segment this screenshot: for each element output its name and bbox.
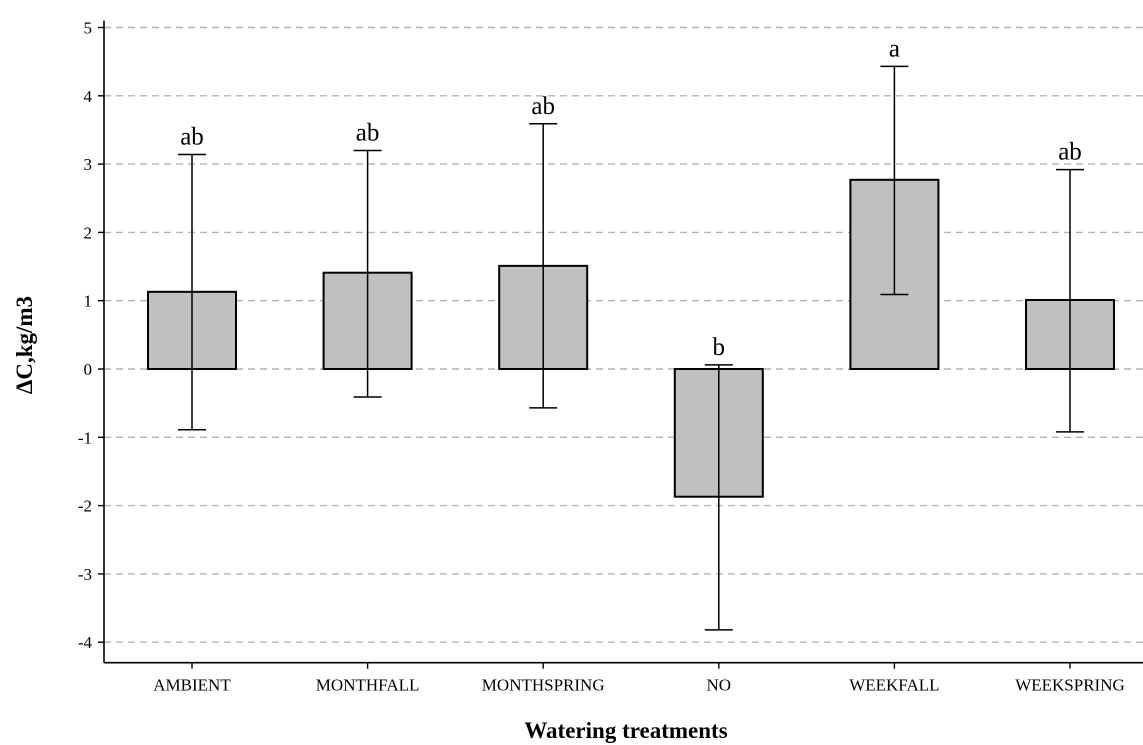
bars — [147, 178, 1115, 498]
error-bars — [178, 65, 1084, 631]
x-tick-label: WEEKSPRING — [1015, 676, 1125, 695]
y-tick-label: 0 — [84, 360, 93, 379]
y-axis-title: ΔC,kg/m3 — [12, 296, 37, 394]
group-letter: b — [713, 334, 726, 361]
group-letter: a — [889, 35, 900, 62]
group-letters: ab ab ab b a ab — [180, 35, 1082, 360]
x-tick-label: MONTHFALL — [316, 676, 420, 695]
gridlines — [104, 26, 1143, 643]
y-tick-label: -2 — [78, 497, 92, 516]
x-tick-label: MONTHSPRING — [482, 676, 605, 695]
x-tick-label: NO — [707, 676, 732, 695]
y-tick-label: 2 — [84, 223, 93, 242]
y-tick-labels: -4 -3 -2 -1 0 1 2 3 4 5 — [78, 19, 93, 653]
y-tick-label: -1 — [78, 428, 92, 447]
x-tick-label: WEEKFALL — [849, 676, 939, 695]
group-letter: ab — [1058, 139, 1082, 166]
group-letter: ab — [531, 93, 555, 120]
x-axis-title: Watering treatments — [524, 718, 727, 743]
y-tick-label: -4 — [78, 633, 93, 652]
group-letter: ab — [356, 119, 380, 146]
axes — [98, 20, 1143, 669]
x-tick-labels: AMBIENT MONTHFALL MONTHSPRING NO WEEKFALL WEE… — [153, 676, 1125, 695]
y-tick-label: 5 — [84, 19, 93, 38]
y-tick-label: 4 — [84, 87, 93, 106]
y-tick-label: 1 — [84, 292, 93, 311]
group-letter: ab — [180, 124, 204, 151]
y-tick-label: -3 — [78, 565, 92, 584]
x-tick-label: AMBIENT — [153, 676, 231, 695]
y-tick-label: 3 — [84, 155, 93, 174]
